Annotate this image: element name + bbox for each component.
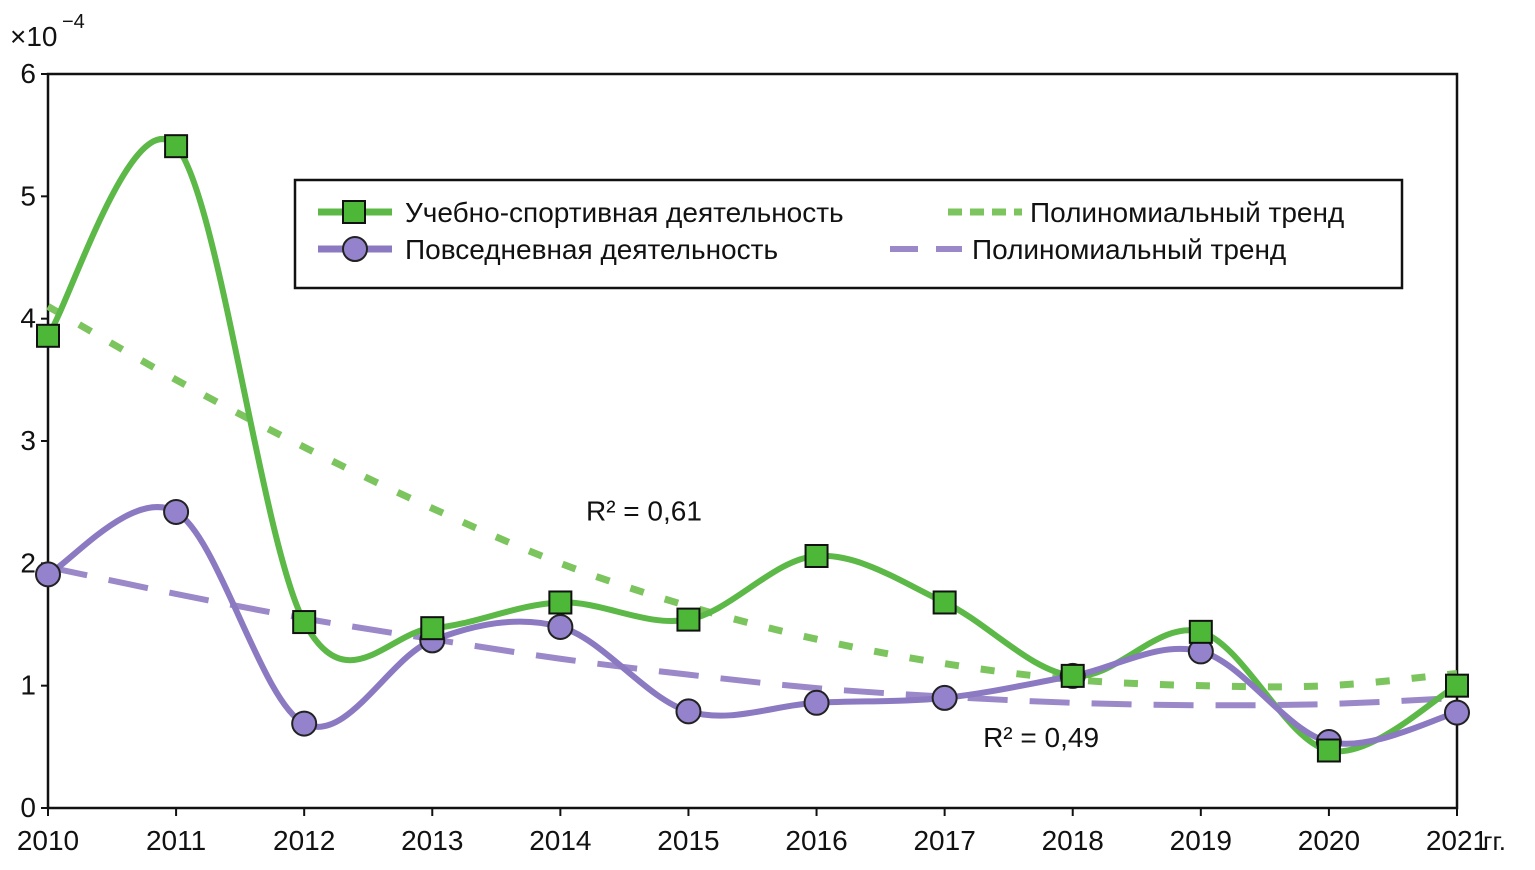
x-unit-label: гг. <box>1483 826 1506 856</box>
series-line-purple <box>46 504 1458 747</box>
data-point-square <box>1060 663 1085 688</box>
data-point-square <box>36 323 60 348</box>
data-point-circle <box>547 613 574 640</box>
data-point-square <box>932 590 957 615</box>
series-markers <box>35 134 1470 763</box>
x-tick-label: 2015 <box>657 825 719 856</box>
data-point-square <box>548 590 573 615</box>
legend-box <box>293 178 1404 290</box>
data-point-square <box>1445 673 1469 698</box>
legend-label: Полиномиальный тренд <box>1030 197 1344 228</box>
trend-line-green <box>46 303 1458 691</box>
trend-lines <box>46 303 1458 709</box>
legend-label: Повседневная деятельность <box>405 234 778 265</box>
y-tick-label: 2 <box>20 547 36 578</box>
data-point-square <box>420 616 445 641</box>
trend-line-purple <box>47 564 1458 709</box>
data-point-circle <box>675 698 702 725</box>
annotations: R² = 0,61 R² = 0,49 <box>586 496 1099 753</box>
data-point-circle <box>35 561 61 588</box>
y-tick-label: 6 <box>20 58 36 89</box>
x-tick-label: 2012 <box>273 825 335 856</box>
x-tick-label: 2018 <box>1042 825 1104 856</box>
x-tick-label: 2011 <box>146 825 206 856</box>
data-point-circle <box>1444 699 1470 726</box>
data-point-square <box>1316 738 1341 763</box>
legend-square-marker <box>342 200 366 224</box>
x-tick-label: 2019 <box>1170 825 1232 856</box>
data-point-square <box>676 607 701 632</box>
y-multiplier-exponent: −4 <box>62 11 85 33</box>
y-tick-label: 1 <box>20 670 36 701</box>
legend-circle-marker <box>342 236 368 262</box>
y-tick-label: 5 <box>20 180 36 211</box>
y-tick-label: 3 <box>20 425 36 456</box>
data-point-circle <box>803 689 830 716</box>
r-squared-label: R² = 0,61 <box>586 496 702 527</box>
x-tick-label: 2021 <box>1426 825 1488 856</box>
data-point-circle <box>291 710 318 737</box>
data-point-square <box>1188 619 1213 644</box>
y-tick-label: 4 <box>20 303 36 334</box>
axes: 0 1 2 3 4 5 6 ×10 −4 2010 2011 2012 2013 2014 2015 2016… <box>10 11 1506 856</box>
data-point-circle <box>931 684 958 711</box>
r-squared-label: R² = 0,49 <box>983 722 1099 753</box>
x-tick-label: 2014 <box>529 825 591 856</box>
legend-label: Полиномиальный тренд <box>972 234 1286 265</box>
data-point-circle <box>163 498 190 525</box>
legend-label: Учебно-спортивная деятельность <box>405 197 844 228</box>
data-point-square <box>164 134 189 159</box>
x-tick-label: 2013 <box>401 825 463 856</box>
data-point-square <box>292 610 317 635</box>
x-tick-label: 2010 <box>17 825 79 856</box>
x-tick-label: 2016 <box>785 825 847 856</box>
y-tick-label: 0 <box>20 792 36 823</box>
x-tick-label: 2020 <box>1298 825 1360 856</box>
y-multiplier: ×10 <box>10 21 58 52</box>
legend: Учебно-спортивная деятельность Повседневн… <box>293 178 1404 290</box>
x-tick-label: 2017 <box>913 825 975 856</box>
data-point-square <box>804 543 829 568</box>
